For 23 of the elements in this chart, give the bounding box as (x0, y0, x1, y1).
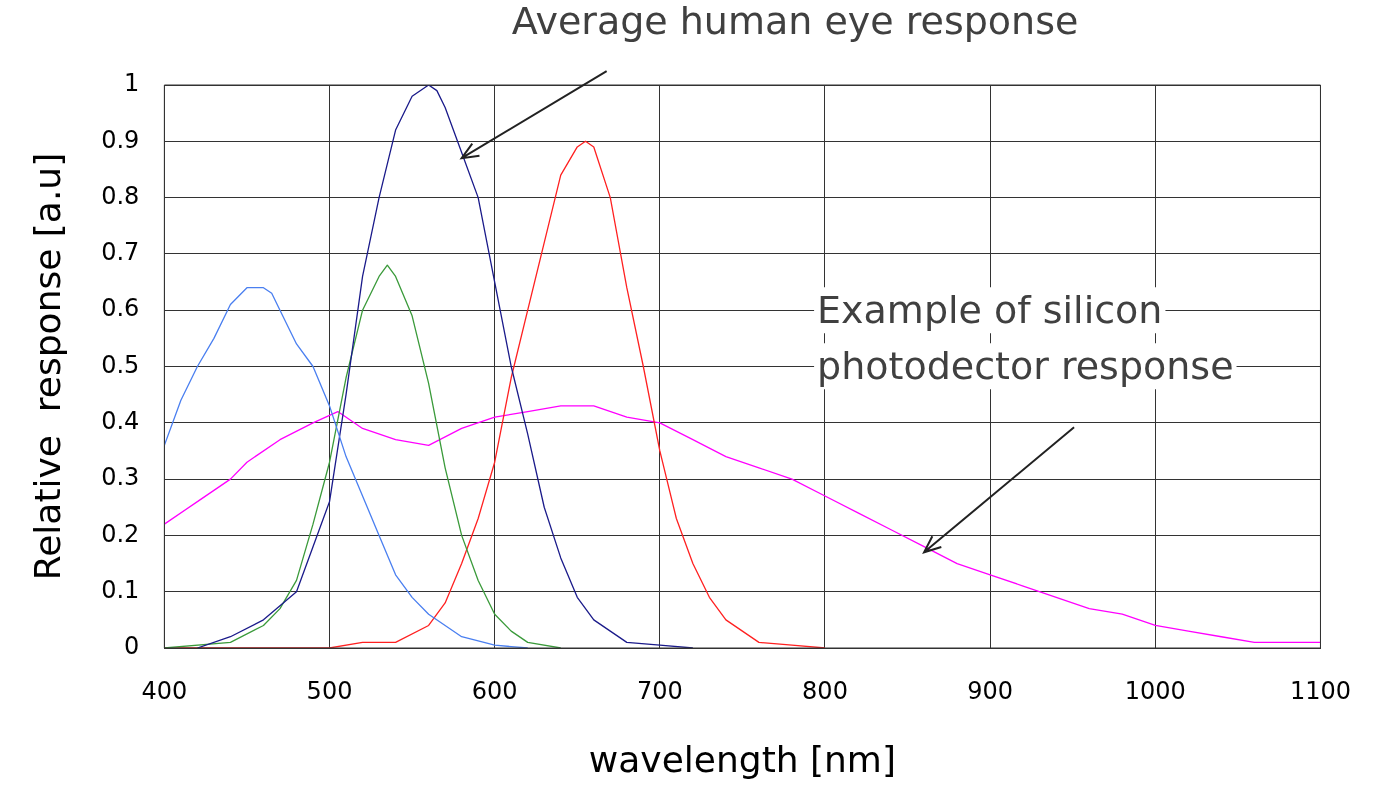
y-tick-label: 0 (124, 632, 140, 661)
x-tick-label: 800 (802, 676, 848, 705)
y-axis-title: Relative response [a.u] (26, 152, 68, 581)
x-tick-label: 600 (471, 676, 518, 705)
y-tick-label: 0.6 (101, 294, 140, 323)
x-tick-label: 700 (636, 676, 683, 705)
y-tick-label: 0.5 (101, 350, 140, 379)
y-tick-label: 0.9 (101, 125, 140, 154)
y-tick-label: 0.3 (101, 463, 140, 492)
y-tick-label: 0.7 (101, 238, 140, 267)
y-tick-label: 0.2 (101, 519, 140, 548)
y-tick-label: 0.1 (101, 575, 140, 604)
x-tick-label: 400 (141, 676, 188, 705)
x-tick-label: 500 (306, 676, 353, 705)
y-tick-label: 0.8 (101, 181, 140, 210)
x-tick-label: 1000 (1124, 676, 1186, 705)
annotation: Average human eye response (511, 0, 1079, 44)
x-tick-label: 1100 (1289, 676, 1351, 705)
x-tick-label: 900 (967, 676, 1014, 705)
x-axis-title: wavelength [nm] (588, 738, 896, 780)
y-tick-label: 1 (124, 69, 140, 98)
annotation: Example of silicon photodector response (817, 288, 1234, 389)
y-tick-label: 0.4 (101, 407, 140, 436)
